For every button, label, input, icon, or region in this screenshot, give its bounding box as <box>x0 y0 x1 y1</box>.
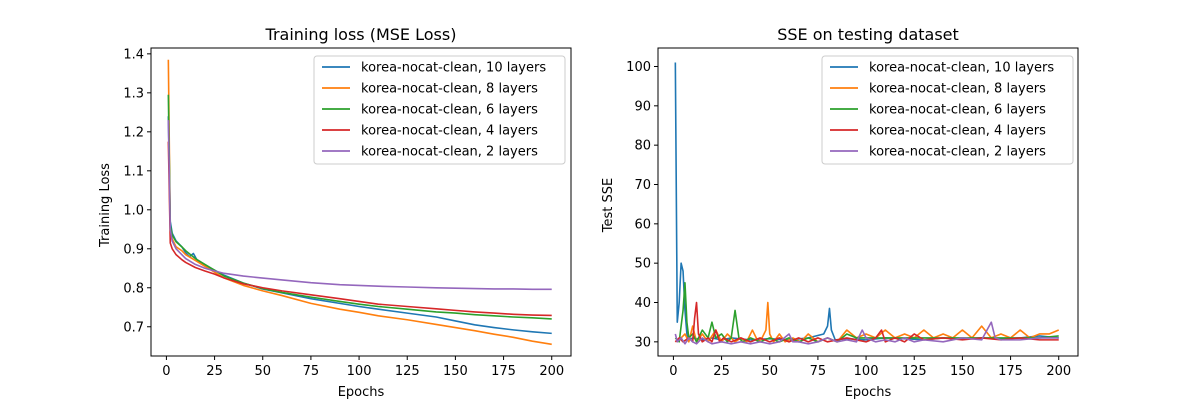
axes-frame <box>150 47 572 357</box>
test-sse-chart: SSE on testing dataset 0 25 50 75 100 125 150 1… <box>601 25 1079 400</box>
x-axis-label: Epochs <box>845 385 892 400</box>
legend-label: korea-nocat-clean, 2 layers <box>361 145 538 160</box>
y-tick-label: 80 <box>634 139 651 154</box>
x-tick-label: 25 <box>713 364 730 379</box>
x-tick-label: 200 <box>539 364 564 379</box>
plot-area: 0 25 50 75 100 125 150 175 200 0.7 0.8 0.9 1.0 1.1 1.2… <box>123 47 572 379</box>
y-axis-label: Training Loss <box>98 163 113 248</box>
series-line-5 <box>674 321 1059 345</box>
legend: korea-nocat-clean, 10 layers korea-nocat-… <box>821 55 1074 165</box>
legend-label: korea-nocat-clean, 10 layers <box>869 61 1054 76</box>
y-tick-label: 1.3 <box>123 86 144 101</box>
x-tick-label: 0 <box>162 364 170 379</box>
series-line-3 <box>674 282 1059 343</box>
y-tick-label: 90 <box>634 99 651 114</box>
x-tick-label: 50 <box>254 364 271 379</box>
y-tick-label: 50 <box>634 257 651 272</box>
x-tick-label: 75 <box>810 364 827 379</box>
legend-label: korea-nocat-clean, 6 layers <box>869 103 1046 118</box>
x-tick-label: 100 <box>854 364 879 379</box>
x-tick-label: 125 <box>395 364 420 379</box>
series-line-4 <box>674 301 1059 343</box>
x-tick-label: 125 <box>902 364 927 379</box>
y-tick-label: 1.2 <box>123 125 144 140</box>
y-tick-label: 40 <box>634 296 651 311</box>
chart-title: SSE on testing dataset <box>777 25 959 44</box>
y-tick-label: 1.4 <box>123 47 144 62</box>
x-tick-label: 100 <box>347 364 372 379</box>
y-tick-label: 100 <box>626 60 651 75</box>
x-axis-label: Epochs <box>338 385 385 400</box>
series-line-4 <box>167 141 552 317</box>
y-tick-label: 60 <box>634 217 651 232</box>
y-tick-label: 30 <box>634 335 651 350</box>
y-tick-label: 0.8 <box>123 281 144 296</box>
legend-label: korea-nocat-clean, 6 layers <box>361 103 538 118</box>
series-line-5 <box>167 120 552 291</box>
x-tick-label: 75 <box>303 364 320 379</box>
y-axis-label: Test SSE <box>601 178 616 233</box>
x-tick-label: 175 <box>998 364 1023 379</box>
legend-label: korea-nocat-clean, 2 layers <box>869 145 1046 160</box>
series-line-3 <box>167 94 552 320</box>
chart-title: Training loss (MSE Loss) <box>265 25 457 44</box>
legend: korea-nocat-clean, 10 layers korea-nocat-… <box>313 55 566 165</box>
plot-area: 0 25 50 75 100 125 150 175 200 30 40 50 60 70 80 90 100 <box>626 47 1079 379</box>
x-tick-label: 150 <box>443 364 468 379</box>
legend-box <box>821 55 1074 165</box>
y-tick-label: 0.7 <box>123 320 144 335</box>
legend-label: korea-nocat-clean, 8 layers <box>361 82 538 97</box>
x-tick-label: 0 <box>669 364 677 379</box>
y-tick-label: 70 <box>634 178 651 193</box>
legend-box <box>313 55 566 165</box>
training-loss-chart: Training loss (MSE Loss) 0 25 50 75 100 125 15… <box>98 25 572 400</box>
y-tick-label: 0.9 <box>123 242 144 257</box>
axes-frame <box>657 47 1079 357</box>
legend-label: korea-nocat-clean, 10 layers <box>361 61 546 76</box>
x-tick-label: 150 <box>950 364 975 379</box>
x-tick-label: 175 <box>491 364 516 379</box>
y-tick-label: 1.0 <box>123 203 144 218</box>
x-tick-label: 200 <box>1046 364 1071 379</box>
x-tick-label: 50 <box>761 364 778 379</box>
legend-label: korea-nocat-clean, 4 layers <box>361 124 538 139</box>
legend-label: korea-nocat-clean, 8 layers <box>869 82 1046 97</box>
x-tick-label: 25 <box>206 364 223 379</box>
legend-label: korea-nocat-clean, 4 layers <box>869 124 1046 139</box>
y-tick-label: 1.1 <box>123 164 144 179</box>
series-line-2 <box>167 59 552 346</box>
